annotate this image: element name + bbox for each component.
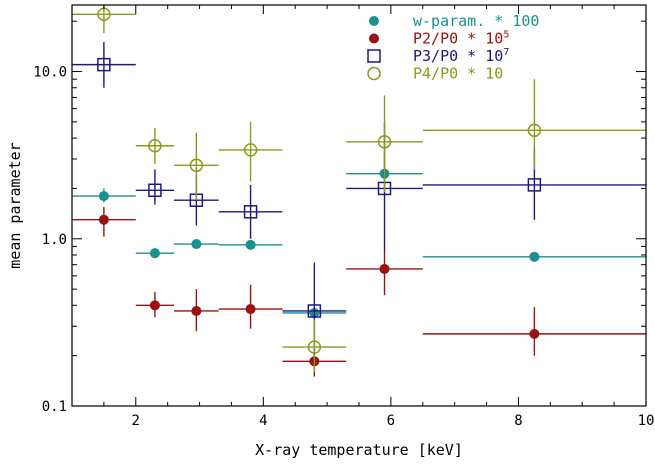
data-point (527, 123, 542, 138)
x-tick-label: 4 (259, 413, 267, 429)
legend-marker (369, 16, 379, 26)
y-tick-label: 1.0 (42, 232, 67, 248)
data-point (97, 57, 111, 72)
data-point (243, 205, 258, 219)
series-0 (72, 168, 646, 318)
data-point (527, 178, 542, 192)
legend-label: P2/P0 * 105 (413, 30, 509, 48)
series-2 (72, 42, 646, 364)
axes: 2 4 6 8 10 0.1 1.0 10.0 (33, 5, 654, 429)
x-axis-label: X-ray temperature [keV] (255, 441, 463, 459)
data-point (148, 138, 162, 153)
data-point (379, 263, 390, 274)
data-point (189, 158, 204, 173)
series-3 (72, 5, 646, 372)
x-tick-label: 6 (387, 413, 395, 429)
data-point (245, 239, 256, 250)
data-point (191, 305, 202, 316)
data-point (243, 143, 258, 157)
data-point (98, 214, 109, 225)
legend-label: P3/P0 * 107 (413, 47, 509, 65)
legend-marker (367, 66, 381, 81)
data-point (307, 340, 322, 354)
data-point (245, 304, 256, 315)
data-point (149, 300, 160, 311)
data-point (191, 239, 202, 250)
y-tick-label: 10.0 (33, 65, 67, 81)
data-point (377, 135, 392, 149)
data-point (529, 251, 540, 262)
x-tick-label: 8 (514, 413, 522, 429)
data-point (149, 248, 160, 259)
plot-marks (72, 5, 646, 377)
series-1 (72, 206, 646, 377)
y-axis-label: mean parameter (6, 142, 24, 268)
legend-marker (369, 33, 379, 44)
x-tick-label: 10 (638, 413, 655, 429)
plot-frame (71, 4, 647, 407)
data-point (529, 328, 540, 339)
x-tick-label: 2 (132, 413, 140, 429)
data-point (307, 304, 322, 318)
data-point (98, 191, 109, 202)
legend-label: w-param. * 100 (413, 12, 539, 30)
legend-label: P4/P0 * 10 (413, 65, 503, 83)
y-tick-label: 0.1 (42, 399, 67, 415)
legend-marker (367, 49, 381, 63)
data-point (148, 183, 162, 198)
